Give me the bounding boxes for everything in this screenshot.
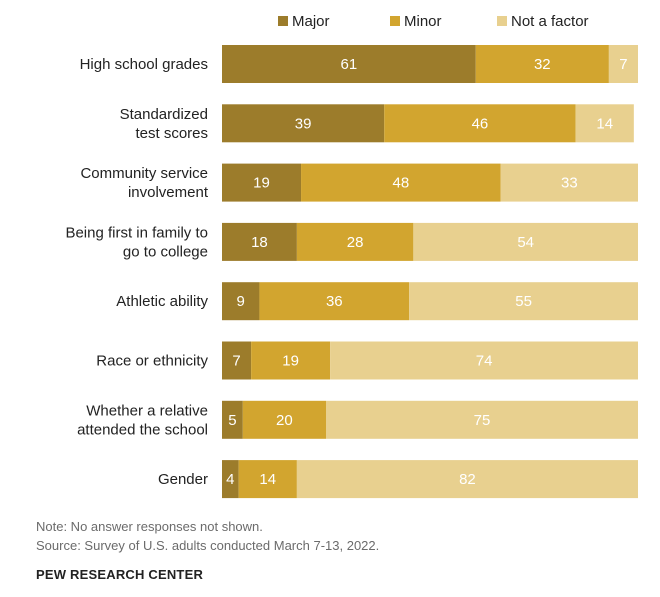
bar-segment-not-a-factor bbox=[500, 163, 638, 202]
data-label: 19 bbox=[282, 353, 299, 370]
bar-segment-not-a-factor bbox=[608, 45, 638, 83]
bar-segment-not-a-factor bbox=[413, 222, 638, 261]
data-label: 19 bbox=[253, 175, 270, 192]
bar-segment-minor bbox=[238, 460, 297, 499]
category-label: High school grades bbox=[80, 56, 208, 73]
category-label-line: High school grades bbox=[80, 56, 208, 73]
legend-swatch-not-a-factor bbox=[497, 16, 507, 26]
category-label: Race or ethnicity bbox=[96, 353, 208, 370]
data-label: 20 bbox=[276, 412, 293, 429]
category-label: Gender bbox=[158, 471, 208, 488]
category-label-line: attended the school bbox=[77, 421, 208, 438]
data-label: 55 bbox=[515, 293, 532, 310]
bar-segment-minor bbox=[384, 104, 576, 143]
legend-label: Major bbox=[292, 13, 330, 30]
bar-segment-minor bbox=[296, 222, 414, 261]
bar-segment-not-a-factor bbox=[296, 460, 638, 499]
stacked-bar-chart: Major Minor Not a factor High school grade… bbox=[65, 13, 638, 499]
legend-label: Not a factor bbox=[511, 13, 589, 30]
category-label: Standardized test scores bbox=[120, 106, 208, 142]
bar-segment-not-a-factor bbox=[575, 104, 634, 143]
category-label-line: Race or ethnicity bbox=[96, 353, 208, 370]
category-label-line: Gender bbox=[158, 471, 208, 488]
data-label: 18 bbox=[251, 234, 268, 251]
bar-segment-major bbox=[222, 341, 252, 380]
category-label: Being first in family to go to college bbox=[65, 224, 208, 260]
bar-segment-minor bbox=[301, 163, 501, 202]
bar-segment-major bbox=[222, 104, 385, 143]
bar-segment-not-a-factor bbox=[409, 282, 638, 321]
category-label-line: involvement bbox=[128, 184, 209, 201]
category-label-line: Athletic ability bbox=[116, 293, 208, 310]
data-label: 48 bbox=[393, 175, 410, 192]
data-label: 7 bbox=[619, 56, 627, 73]
category-label: Whether a relative attended the school bbox=[77, 402, 208, 438]
data-label: 46 bbox=[472, 115, 489, 132]
brand-logo-text: PEW RESEARCH CENTER bbox=[36, 567, 204, 582]
data-label: 36 bbox=[326, 293, 343, 310]
bar-segment-minor bbox=[475, 45, 609, 83]
category-label-line: Being first in family to bbox=[65, 224, 208, 241]
bar-segment-not-a-factor bbox=[326, 400, 638, 439]
bar-segment-major bbox=[222, 282, 260, 321]
category-label-line: Whether a relative bbox=[86, 402, 208, 419]
bar-segment-minor bbox=[251, 341, 331, 380]
bar-segment-not-a-factor bbox=[330, 341, 638, 380]
data-label: 74 bbox=[476, 353, 493, 370]
category-label-line: Standardized bbox=[120, 106, 208, 123]
bar-segment-major bbox=[222, 45, 476, 83]
note-text: Note: No answer responses not shown. bbox=[36, 519, 263, 534]
category-label-line: test scores bbox=[135, 125, 208, 142]
legend-swatch-minor bbox=[390, 16, 400, 26]
bar-segment-major bbox=[222, 163, 302, 202]
bar-segment-major bbox=[222, 400, 243, 439]
bar-segment-minor bbox=[259, 282, 410, 321]
data-label: 33 bbox=[561, 175, 578, 192]
bar-segment-major bbox=[222, 460, 239, 499]
bar-segment-major bbox=[222, 222, 297, 261]
category-label: Athletic ability bbox=[116, 293, 208, 310]
category-label: Community service involvement bbox=[80, 165, 208, 201]
source-text: Source: Survey of U.S. adults conducted … bbox=[36, 538, 380, 553]
data-label: 54 bbox=[517, 234, 534, 251]
data-label: 61 bbox=[341, 56, 358, 73]
data-label: 4 bbox=[226, 471, 234, 488]
data-label: 32 bbox=[534, 56, 551, 73]
data-label: 7 bbox=[232, 353, 240, 370]
legend: Major Minor Not a factor bbox=[278, 13, 589, 30]
data-label: 9 bbox=[237, 293, 245, 310]
bar-segment-minor bbox=[242, 400, 326, 439]
data-label: 28 bbox=[347, 234, 364, 251]
bars: High school grades 61 32 7 Standardized test … bbox=[65, 45, 638, 499]
data-label: 14 bbox=[596, 115, 613, 132]
category-label-line: go to college bbox=[123, 243, 208, 260]
legend-label: Minor bbox=[404, 13, 442, 30]
data-label: 14 bbox=[259, 471, 276, 488]
data-label: 5 bbox=[228, 412, 236, 429]
category-label-line: Community service bbox=[80, 165, 208, 182]
legend-swatch-major bbox=[278, 16, 288, 26]
data-label: 75 bbox=[474, 412, 491, 429]
data-label: 82 bbox=[459, 471, 476, 488]
data-label: 39 bbox=[295, 115, 312, 132]
